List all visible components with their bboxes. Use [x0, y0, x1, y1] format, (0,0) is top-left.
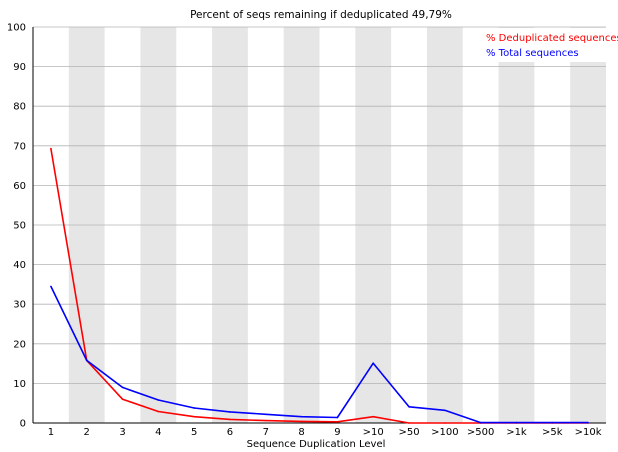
- y-tick-labels: 0 10 20 30 40 50 60 70 80 90 100: [7, 23, 26, 430]
- series-1-point-4: [193, 407, 195, 409]
- series-0-point-5: [229, 418, 231, 421]
- x-tick-label-10: >50: [398, 427, 419, 438]
- x-axis-label: Sequence Duplication Level: [247, 439, 386, 450]
- x-tick-label-1: 2: [84, 427, 90, 438]
- series-1-point-11: [444, 409, 446, 412]
- x-tick-label-13: >1k: [506, 427, 527, 438]
- series-1-point-8: [336, 416, 339, 419]
- series-1-point-5: [229, 411, 231, 413]
- x-tick-label-7: 8: [298, 427, 304, 438]
- y-tick-label-0: 0: [20, 419, 26, 430]
- y-tick-label-10: 10: [13, 379, 26, 390]
- series-1-point-13: [515, 421, 518, 424]
- x-tick-label-3: 4: [155, 427, 161, 438]
- y-tick-label-30: 30: [13, 300, 26, 311]
- legend-box: [481, 28, 615, 62]
- series-0-point-0: [50, 147, 52, 150]
- series-1-point-14: [551, 421, 554, 424]
- series-0-point-7: [300, 420, 303, 423]
- series-1-point-7: [300, 415, 303, 418]
- series-0-point-2: [121, 398, 124, 401]
- x-tick-label-0: 1: [48, 427, 54, 438]
- x-tick-label-2: 3: [119, 427, 125, 438]
- series-1-point-2: [121, 386, 124, 389]
- series-1-point-12: [479, 421, 482, 424]
- series-0-point-11: [444, 422, 446, 424]
- series-0-point-8: [336, 421, 339, 423]
- y-tick-label-70: 70: [13, 141, 26, 152]
- series-1-point-6: [264, 413, 267, 416]
- y-tick-label-60: 60: [13, 181, 26, 192]
- legend-entry-0: % Deduplicated sequences: [486, 33, 618, 44]
- series-1-point-0: [50, 285, 52, 288]
- legend: % Deduplicated sequences % Total sequence…: [481, 28, 618, 62]
- x-tick-label-12: >500: [467, 427, 494, 438]
- x-tick-label-14: >5k: [542, 427, 563, 438]
- series-lines: [50, 147, 589, 424]
- horizontal-gridlines: [33, 26, 606, 384]
- series-1-point-9: [372, 362, 375, 365]
- series-1-point-15: [587, 421, 589, 424]
- x-tick-label-15: >10k: [575, 427, 602, 438]
- series-0-point-9: [372, 415, 375, 418]
- x-tick-label-6: 7: [263, 427, 269, 438]
- series-0-point-4: [193, 415, 195, 418]
- x-tick-label-8: 9: [334, 427, 340, 438]
- series-0-point-10: [408, 422, 410, 424]
- series-1-point-1: [85, 359, 88, 362]
- series-1-point-10: [408, 405, 410, 408]
- series-0-point-3: [157, 410, 160, 413]
- series-line-1: [50, 286, 589, 424]
- x-tick-label-5: 6: [227, 427, 233, 438]
- x-tick-labels: 1 2 3 4 5 6 7 8 9 >10 >50 >100 >500 >1k >5k >10k: [48, 427, 602, 438]
- y-tick-label-20: 20: [13, 339, 26, 350]
- y-tick-label-90: 90: [13, 62, 26, 73]
- y-tick-label-80: 80: [13, 102, 26, 113]
- y-tick-label-40: 40: [13, 260, 26, 271]
- chart-title: Percent of seqs remaining if deduplicate…: [190, 9, 452, 21]
- series-1-point-3: [157, 399, 160, 401]
- x-tick-label-11: >100: [431, 427, 458, 438]
- x-tick-label-9: >10: [363, 427, 384, 438]
- x-tick-label-4: 5: [191, 427, 197, 438]
- y-tick-label-100: 100: [7, 23, 26, 34]
- series-0-point-6: [264, 419, 267, 422]
- y-tick-label-50: 50: [13, 221, 26, 232]
- legend-entry-1: % Total sequences: [486, 48, 579, 59]
